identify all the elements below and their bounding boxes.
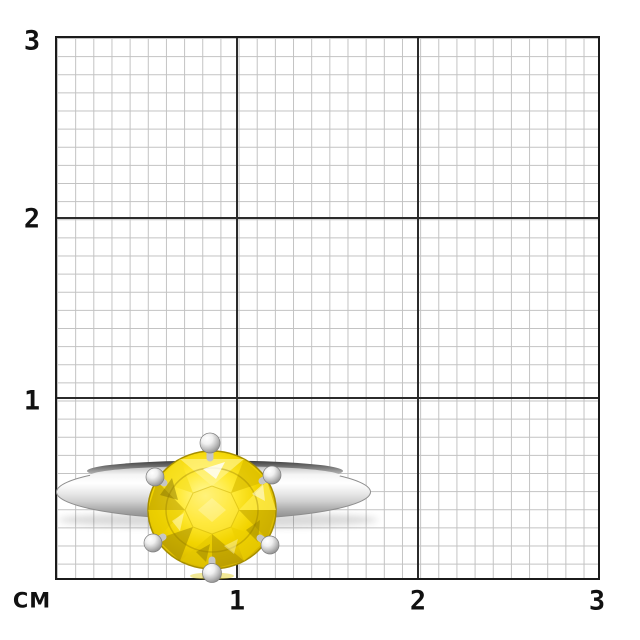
y-axis-label-1: 1 (23, 385, 41, 417)
y-axis-label-3: 3 (23, 25, 41, 57)
grid-major-line-y1 (57, 397, 598, 399)
grid-major-line-x2 (416, 38, 419, 578)
x-axis-label-1: 1 (228, 585, 246, 617)
prong-upper-right (262, 465, 282, 485)
grid-major-line-x1 (236, 38, 239, 578)
unit-label-cm: CM (12, 588, 52, 613)
grid-major-line-y2 (57, 216, 598, 219)
gemstone (147, 450, 277, 570)
ring-photo (56, 432, 378, 583)
x-axis-label-3: 3 (588, 585, 606, 617)
prong-lower-right (260, 535, 280, 555)
x-axis-label-2: 2 (409, 585, 427, 617)
prong-top (199, 432, 221, 454)
prongs (143, 432, 282, 583)
prong-bottom (202, 563, 222, 583)
y-axis-label-2: 2 (23, 203, 41, 235)
prong-upper-left (145, 467, 165, 487)
prong-lower-left (143, 533, 163, 553)
